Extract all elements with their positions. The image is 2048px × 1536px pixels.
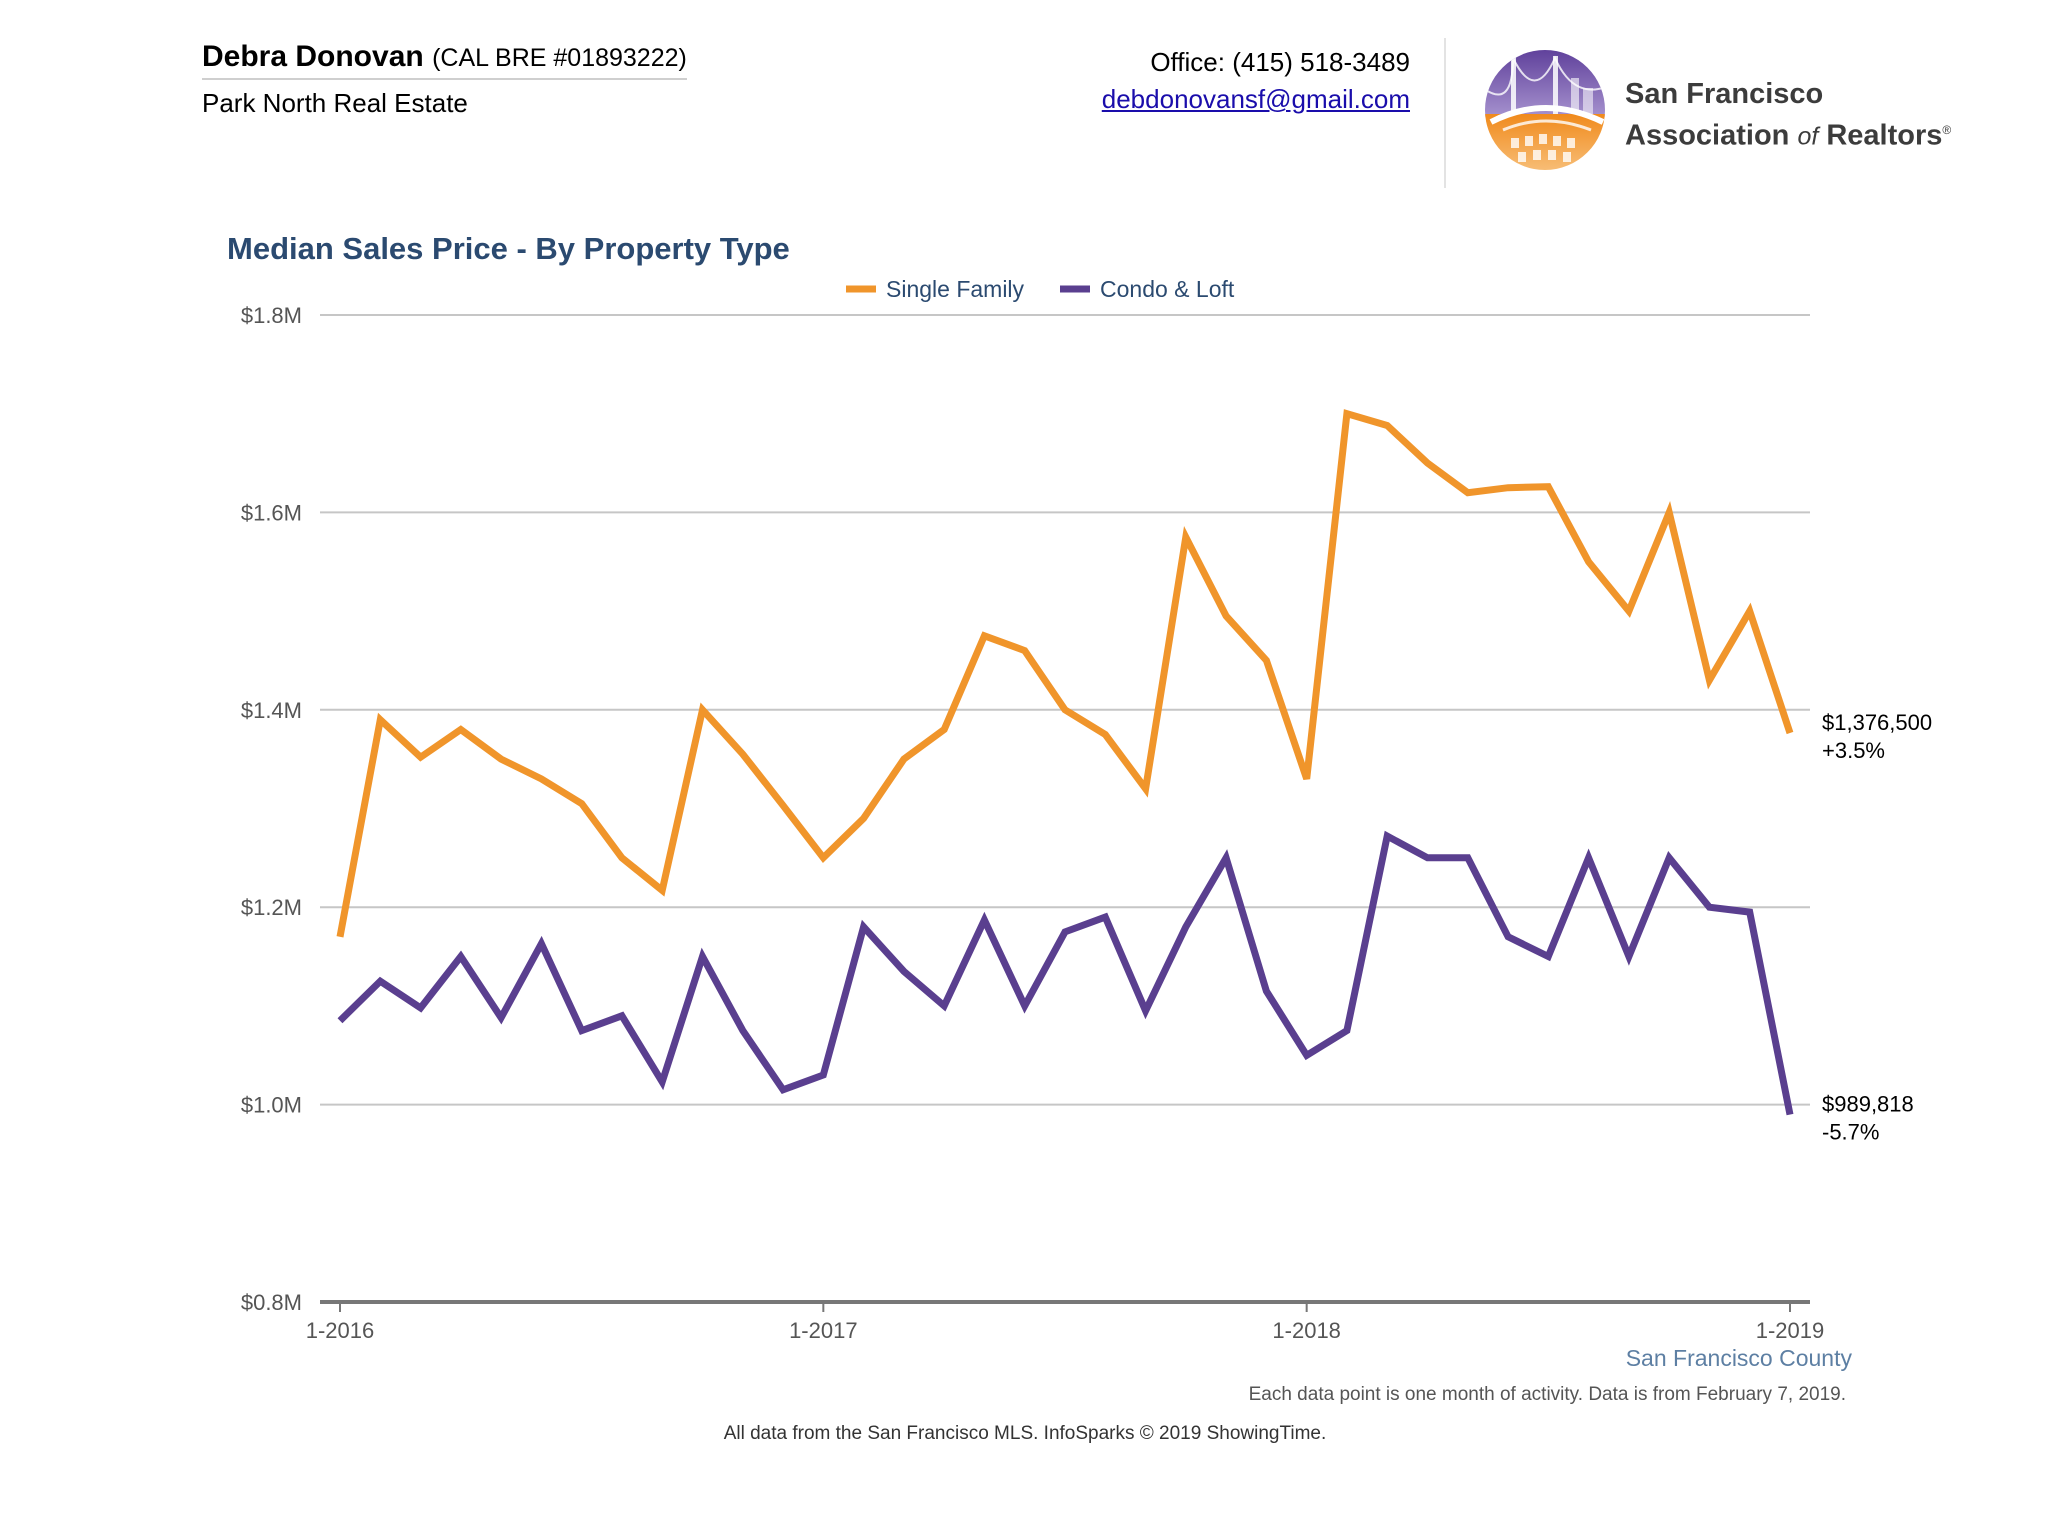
brokerage-name: Park North Real Estate bbox=[202, 88, 468, 118]
logo-line-1: San Francisco bbox=[1625, 78, 1824, 110]
x-tick-label: 1-2017 bbox=[789, 1318, 858, 1343]
end-value-label: $1,376,500 bbox=[1822, 710, 1932, 735]
chart-legend: Single Family Condo & Loft bbox=[846, 276, 1235, 302]
chart-series bbox=[336, 409, 1794, 1116]
data-source: All data from the San Francisco MLS. Inf… bbox=[724, 1423, 1327, 1444]
end-change-label: -5.7% bbox=[1822, 1120, 1879, 1145]
y-tick-label: $1.0M bbox=[241, 1093, 302, 1118]
contact-block: Office: (415) 518-3489 debdonovansf@gmai… bbox=[1102, 44, 1410, 118]
header-divider bbox=[1444, 38, 1446, 188]
end-labels: $1,376,500 +3.5% $989,818 -5.7% bbox=[1822, 710, 1932, 1145]
x-axis: 1-2016 1-2017 1-2018 1-2019 bbox=[306, 1300, 1825, 1343]
logo-line-2a: Association bbox=[1625, 119, 1798, 152]
y-tick-label: $1.6M bbox=[241, 500, 302, 525]
series-line-condo-loft bbox=[337, 830, 1794, 1116]
logo-line-2b: Realtors bbox=[1818, 119, 1943, 152]
sfar-logo-icon bbox=[1485, 50, 1605, 170]
series-line-single-family bbox=[336, 409, 1794, 938]
sfar-logo: San Francisco Association of Realtors® bbox=[1483, 48, 2023, 178]
logo-line-2-of: of bbox=[1797, 122, 1819, 151]
county-label: San Francisco County bbox=[1626, 1345, 1853, 1371]
logo-wordmark: San Francisco Association of Realtors® bbox=[1625, 76, 1951, 155]
x-tick-label: 1-2016 bbox=[306, 1318, 375, 1343]
logo-line-2: Association of Realtors® bbox=[1625, 112, 1951, 155]
legend-label: Single Family bbox=[886, 276, 1025, 302]
agent-name: Debra Donovan bbox=[202, 40, 424, 73]
y-tick-label: $1.8M bbox=[241, 303, 302, 328]
data-note: Each data point is one month of activity… bbox=[1249, 1384, 1846, 1405]
y-axis-ticks: $0.8M $1.0M $1.2M $1.4M $1.6M $1.8M bbox=[241, 303, 302, 1315]
office-phone: Office: (415) 518-3489 bbox=[1150, 47, 1410, 77]
x-tick-label: 1-2018 bbox=[1272, 1318, 1341, 1343]
agent-license: (CAL BRE #01893222) bbox=[432, 44, 687, 72]
end-value-label: $989,818 bbox=[1822, 1092, 1914, 1117]
agent-block: Debra Donovan (CAL BRE #01893222) Park N… bbox=[202, 40, 687, 119]
chart-title: Median Sales Price - By Property Type bbox=[227, 231, 790, 266]
x-tick-label: 1-2019 bbox=[1756, 1318, 1825, 1343]
agent-line: Debra Donovan (CAL BRE #01893222) bbox=[202, 40, 687, 80]
y-tick-label: $1.2M bbox=[241, 895, 302, 920]
email-link[interactable]: debdonovansf@gmail.com bbox=[1101, 84, 1410, 114]
y-tick-label: $0.8M bbox=[241, 1290, 302, 1315]
logo-registered-mark: ® bbox=[1942, 123, 1952, 137]
end-change-label: +3.5% bbox=[1822, 738, 1885, 763]
legend-label: Condo & Loft bbox=[1100, 276, 1235, 302]
y-tick-label: $1.4M bbox=[241, 698, 302, 723]
